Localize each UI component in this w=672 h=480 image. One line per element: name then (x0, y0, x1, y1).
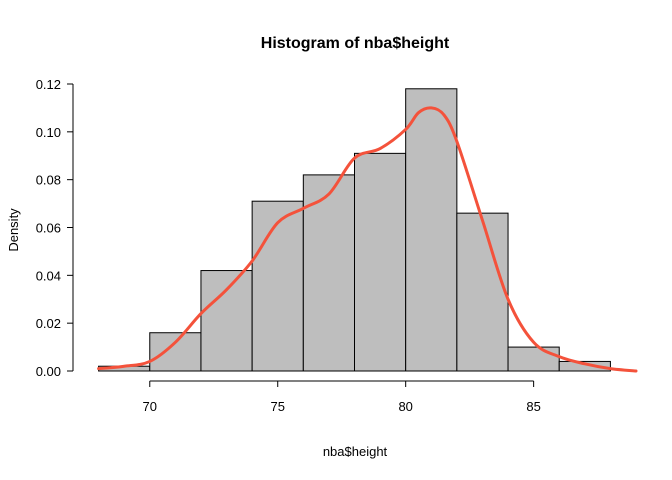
histogram-bar (354, 152, 407, 372)
histogram-bar (558, 360, 611, 372)
y-tick-label: 0.00 (36, 364, 61, 379)
x-tick-label: 70 (143, 399, 157, 414)
x-axis-label: nba$height (323, 444, 388, 459)
x-axis: 70 75 80 85 (143, 380, 541, 414)
y-tick-label: 0.02 (36, 316, 61, 331)
x-tick-label: 80 (398, 399, 412, 414)
y-tick-label: 0.04 (36, 268, 61, 283)
histogram-bar (456, 212, 509, 372)
y-tick-label: 0.08 (36, 173, 61, 188)
chart-title: Histogram of nba$height (261, 35, 450, 52)
x-tick-label: 85 (526, 399, 540, 414)
x-tick-label: 75 (270, 399, 284, 414)
histogram-bar (149, 332, 202, 372)
y-axis: 0.00 0.02 0.04 0.06 0.08 0.10 0.12 (36, 77, 74, 379)
histogram-bars (98, 88, 611, 372)
density-curve (97, 106, 638, 373)
histogram-bar (507, 346, 560, 372)
y-tick-label: 0.10 (36, 125, 61, 140)
histogram-bar (251, 200, 304, 372)
y-axis-label: Density (6, 208, 21, 252)
y-tick-label: 0.12 (36, 77, 61, 92)
y-tick-label: 0.06 (36, 221, 61, 236)
histogram-bar (200, 270, 253, 372)
histogram-bar (405, 88, 458, 372)
